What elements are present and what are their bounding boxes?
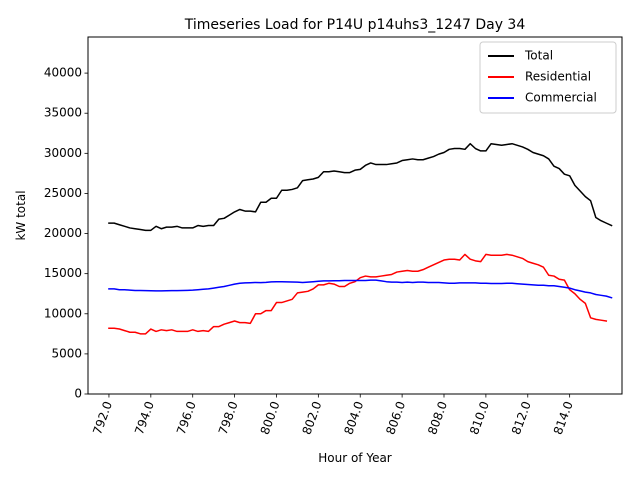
y-tick-label: 10000 (44, 306, 82, 320)
series-line-residential (108, 253, 608, 335)
legend-box (479, 41, 617, 114)
x-axis-label: Hour of Year (318, 451, 392, 465)
y-tick-label: 15000 (44, 266, 82, 280)
y-tick-label: 5000 (51, 346, 82, 360)
y-tick-label: 30000 (44, 146, 82, 160)
series-layer (108, 142, 613, 335)
y-tick-label: 0 (74, 387, 82, 401)
legend-label-total: Total (524, 49, 553, 63)
y-axis-ticks: 0 5000 10000 15000 20000 25000 30000 35000 40000 (44, 66, 88, 401)
series-line-commercial (108, 279, 613, 299)
y-tick-label: 20000 (44, 226, 82, 240)
plot-area-frame (87, 36, 623, 395)
y-axis-label: kW total (14, 190, 28, 240)
chart-title: Timeseries Load for P14U p14uhs3_1247 Da… (184, 17, 526, 33)
y-tick-label: 40000 (44, 66, 82, 80)
series-line-total (108, 142, 613, 232)
legend-label-commercial: Commercial (525, 91, 597, 105)
legend: Total Residential Commercial (479, 41, 617, 114)
y-tick-label: 25000 (44, 186, 82, 200)
y-tick-label: 35000 (44, 106, 82, 120)
legend-label-residential: Residential (525, 70, 591, 84)
